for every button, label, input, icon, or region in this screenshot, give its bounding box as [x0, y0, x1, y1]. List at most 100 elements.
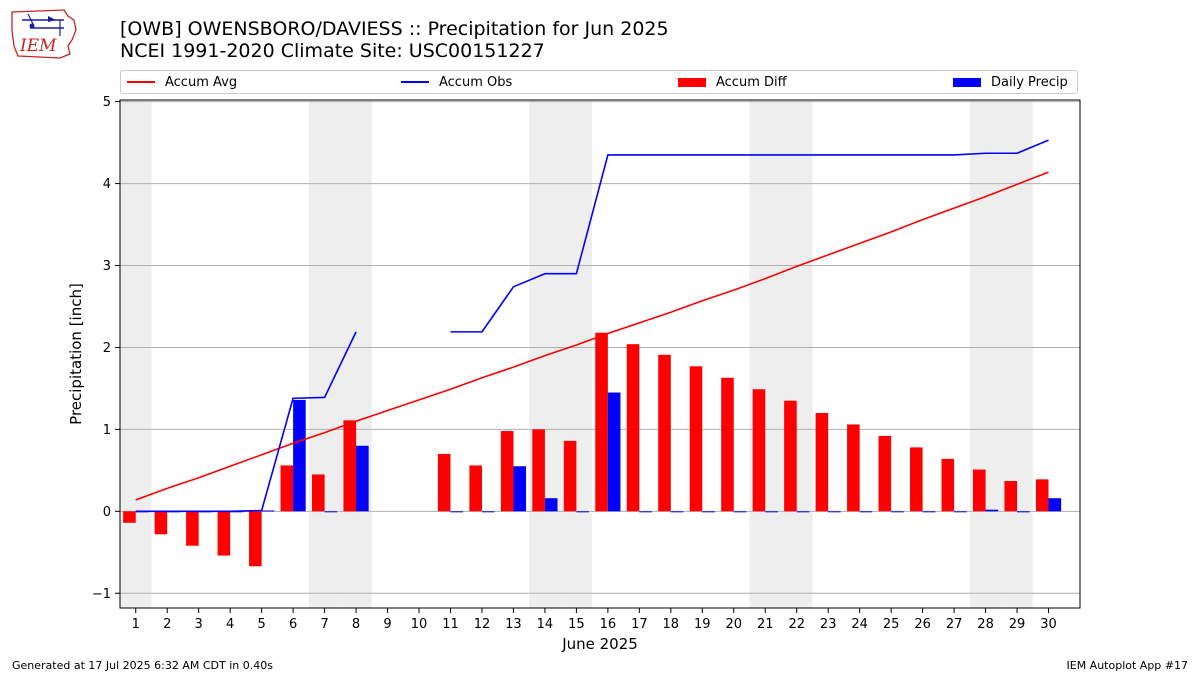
- accum-diff-bar: [910, 447, 923, 512]
- legend-swatch-accum-avg: [127, 81, 155, 83]
- daily-precip-bar: [733, 511, 747, 513]
- x-tick-label: 29: [1009, 617, 1026, 632]
- y-tick-label: 2: [103, 341, 111, 356]
- weekend-shade: [560, 100, 593, 608]
- iowa-map-icon: IEM: [11, 9, 77, 59]
- y-tick-label: 4: [103, 177, 111, 192]
- accum-diff-bar: [658, 354, 671, 512]
- legend-swatch-accum-diff: [678, 77, 706, 87]
- accum-avg-line: [135, 171, 1049, 501]
- daily-precip-bar: [891, 511, 904, 513]
- accum-diff-bar: [123, 511, 136, 523]
- weekend-shade: [308, 100, 341, 608]
- x-tick-label: 13: [505, 617, 522, 632]
- accum-diff-bar: [972, 469, 986, 512]
- x-tick-label: 22: [788, 617, 805, 632]
- daily-precip-bar: [576, 511, 589, 513]
- y-tick-label: 1: [103, 423, 111, 438]
- y-tick-label: 3: [103, 259, 111, 274]
- weekend-shade: [1001, 100, 1033, 608]
- x-tick-label: 27: [946, 617, 963, 632]
- accum-diff-bar: [847, 424, 860, 512]
- x-tick-label: 23: [820, 617, 837, 632]
- accum-diff-bar: [878, 435, 892, 512]
- x-tick-label: 7: [320, 617, 328, 632]
- weekend-shade: [969, 100, 1002, 608]
- accum-diff-bar: [595, 332, 608, 512]
- accum-diff-bar: [249, 511, 262, 567]
- daily-precip-bar: [261, 510, 275, 512]
- x-tick-label: 15: [568, 617, 585, 632]
- x-tick-label: 18: [663, 617, 680, 632]
- accum-diff-bar: [469, 465, 482, 512]
- weekend-shade: [749, 100, 781, 608]
- accum-diff-bar: [343, 420, 357, 512]
- accum-obs-line: [450, 139, 1049, 333]
- daily-precip-bar: [1017, 511, 1030, 513]
- iem-logo: IEM: [8, 6, 80, 60]
- x-tick-label: 5: [257, 617, 265, 632]
- legend-label-accum-avg: Accum Avg: [165, 74, 238, 90]
- chart-subtitle: NCEI 1991-2020 Climate Site: USC00151227: [120, 40, 545, 62]
- accum-diff-bar: [784, 400, 797, 512]
- accum-diff-bar: [500, 431, 514, 512]
- x-tick-label: 10: [411, 617, 428, 632]
- daily-precip-bar: [1048, 498, 1062, 512]
- daily-precip-bar: [985, 509, 999, 512]
- x-tick-label: 8: [352, 617, 360, 632]
- x-tick-label: 26: [914, 617, 931, 632]
- daily-precip-bar: [765, 511, 778, 513]
- footer-app: IEM Autoplot App #17: [1066, 659, 1189, 672]
- x-tick-label: 11: [442, 617, 459, 632]
- accum-diff-bar: [217, 511, 231, 556]
- accum-diff-bar: [186, 511, 199, 546]
- daily-precip-bar: [607, 392, 621, 512]
- daily-precip-bar: [796, 511, 810, 513]
- daily-precip-bar: [670, 511, 684, 513]
- daily-precip-bar: [922, 511, 936, 513]
- daily-precip-bar: [450, 511, 464, 513]
- legend-swatch-daily-precip: [953, 77, 981, 87]
- daily-precip-bar: [859, 511, 873, 513]
- accum-diff-bar: [815, 412, 829, 512]
- y-tick-label: 0: [103, 505, 111, 520]
- legend-item-accum-avg: Accum Avg: [127, 71, 237, 93]
- accum-diff-bar: [1004, 481, 1018, 512]
- weekend-shade: [780, 100, 813, 608]
- accum-diff-bar: [1035, 479, 1049, 512]
- y-tick-label: −1: [92, 587, 111, 602]
- legend-swatch-accum-obs: [401, 81, 429, 83]
- accum-diff-bar: [280, 465, 294, 512]
- weekend-shade: [120, 100, 152, 608]
- legend-item-daily-precip: Daily Precip: [953, 71, 1068, 93]
- x-tick-label: 21: [757, 617, 774, 632]
- logo-text: IEM: [19, 36, 57, 56]
- x-tick-label: 6: [289, 617, 297, 632]
- legend-label-accum-diff: Accum Diff: [716, 74, 787, 90]
- x-tick-label: 28: [977, 617, 994, 632]
- chart-legend: Accum Avg Accum Obs Accum Diff Daily Pre…: [120, 70, 1078, 94]
- y-tick-label: 5: [103, 95, 111, 110]
- daily-precip-bar: [324, 511, 338, 513]
- x-tick-label: 4: [226, 617, 234, 632]
- x-tick-label: 30: [1040, 617, 1057, 632]
- daily-precip-bar: [828, 511, 841, 513]
- accum-diff-bar: [941, 458, 955, 512]
- daily-precip-bar: [544, 498, 558, 512]
- daily-precip-bar: [293, 399, 306, 512]
- y-axis-label: Precipitation [inch]: [67, 283, 85, 425]
- daily-precip-bar: [702, 511, 715, 513]
- chart-title: [OWB] OWENSBORO/DAVIESS :: Precipitation…: [120, 18, 669, 40]
- x-tick-label: 14: [537, 617, 554, 632]
- accum-diff-bar: [154, 511, 168, 535]
- accum-diff-bar: [532, 429, 545, 512]
- x-tick-label: 24: [851, 617, 868, 632]
- plot-frame: [119, 99, 1081, 609]
- x-tick-label: 1: [132, 617, 140, 632]
- weekend-shade: [529, 100, 561, 608]
- legend-label-accum-obs: Accum Obs: [439, 74, 513, 90]
- x-tick-label: 20: [725, 617, 742, 632]
- x-tick-label: 16: [600, 617, 617, 632]
- accum-diff-bar: [437, 453, 451, 512]
